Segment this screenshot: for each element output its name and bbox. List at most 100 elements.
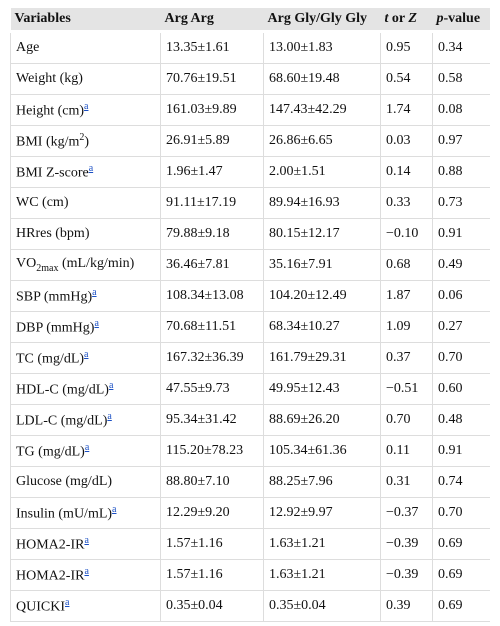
value-cell: 0.91: [432, 435, 490, 467]
header-text: p: [436, 11, 444, 26]
value-cell: 108.34±13.08: [160, 280, 264, 312]
variable-cell: Age: [10, 31, 161, 64]
footnote-link[interactable]: a: [88, 162, 94, 174]
value-cell: 12.29±9.20: [160, 497, 264, 529]
value-cell: 88.69±26.20: [263, 404, 381, 436]
table-row: QUICKIa 0.35±0.04 0.35±0.04 0.39 0.69: [10, 590, 490, 622]
footnote-link[interactable]: a: [84, 534, 89, 546]
value-cell: −0.10: [380, 218, 433, 250]
variable-text: VO: [16, 256, 37, 272]
value-cell: 104.20±12.49: [263, 280, 381, 312]
value-cell: 0.31: [380, 466, 433, 498]
value-cell: 1.63±1.21: [263, 559, 381, 591]
variable-text: TG (mg/dL): [16, 444, 85, 460]
table-row: SBP (mmHg)a 108.34±13.08 104.20±12.49 1.87 0…: [10, 280, 490, 312]
value-cell: 0.27: [432, 311, 490, 343]
value-cell: 115.20±78.23: [160, 435, 264, 467]
footnote-link[interactable]: a: [112, 503, 117, 515]
footnote: a: [109, 380, 113, 391]
value-cell: 79.88±9.18: [160, 218, 264, 250]
value-cell: 95.34±31.42: [160, 404, 264, 436]
footnote-link[interactable]: a: [84, 565, 89, 577]
footnote: a: [65, 597, 69, 608]
variable-cell: VO2max (mL/kg/min): [10, 249, 161, 281]
header-row: Variables Arg Arg Arg Gly/Gly Gly t or Z…: [10, 8, 490, 33]
variable-text: ): [84, 134, 90, 150]
table-row: Height (cm)a 161.03±9.89 147.43±42.29 1.74 0…: [10, 94, 490, 126]
variable-cell: HDL-C (mg/dL)a: [10, 373, 161, 405]
value-cell: 147.43±42.29: [263, 94, 381, 126]
value-cell: 70.68±11.51: [160, 311, 264, 343]
value-cell: 1.74: [380, 94, 433, 126]
table-row: HDL-C (mg/dL)a 47.55±9.73 49.95±12.43 −0.51…: [10, 373, 490, 405]
value-cell: 0.70: [380, 404, 433, 436]
table-row: DBP (mmHg)a 70.68±11.51 68.34±10.27 1.09 0.2…: [10, 311, 490, 343]
table-row: TC (mg/dL)a 167.32±36.39 161.79±29.31 0.37 0…: [10, 342, 490, 374]
value-cell: −0.51: [380, 373, 433, 405]
value-cell: 0.95: [380, 31, 433, 64]
value-cell: 0.35±0.04: [160, 590, 264, 622]
subscript: 2max: [36, 262, 59, 274]
footnote-link[interactable]: a: [107, 410, 112, 422]
value-cell: 0.49: [432, 249, 490, 281]
value-cell: 1.87: [380, 280, 433, 312]
footnote-link[interactable]: a: [84, 100, 89, 112]
variable-cell: BMI (kg/m2): [10, 125, 161, 157]
variable-cell: TG (mg/dL)a: [10, 435, 161, 467]
footnote: a: [84, 101, 88, 112]
footnote-link[interactable]: a: [108, 379, 114, 391]
value-cell: 0.06: [432, 280, 490, 312]
footnote: a: [84, 349, 88, 360]
value-cell: 167.32±36.39: [160, 342, 264, 374]
value-cell: 0.54: [380, 63, 433, 95]
table-row: LDL-C (mg/dL)a 95.34±31.42 88.69±26.20 0.70…: [10, 404, 490, 436]
variable-cell: LDL-C (mg/dL)a: [10, 404, 161, 436]
table-row: HOMA2-IRa 1.57±1.16 1.63±1.21 −0.39 0.69: [10, 528, 490, 560]
value-cell: 0.48: [432, 404, 490, 436]
variable-text: DBP (mmHg): [16, 320, 95, 336]
footnote: a: [112, 504, 116, 515]
value-cell: 0.58: [432, 63, 490, 95]
footnote-link[interactable]: a: [92, 286, 97, 298]
value-cell: 0.91: [432, 218, 490, 250]
value-cell: 88.25±7.96: [263, 466, 381, 498]
value-cell: 0.73: [432, 187, 490, 219]
table-row: WC (cm) 91.11±17.19 89.94±16.93 0.33 0.73: [10, 187, 490, 219]
footnote-link[interactable]: a: [84, 441, 90, 453]
variable-text: HDL-C (mg/dL): [16, 382, 109, 398]
value-cell: 26.86±6.65: [263, 125, 381, 157]
variable-text: HRres (bpm): [16, 226, 90, 241]
header-text: -value: [443, 11, 481, 26]
footnote: a: [94, 318, 98, 329]
footnote-link[interactable]: a: [94, 317, 99, 329]
value-cell: 36.46±7.81: [160, 249, 264, 281]
value-cell: −0.39: [380, 559, 433, 591]
variable-cell: Height (cm)a: [10, 94, 161, 126]
variable-text: BMI Z-score: [16, 165, 89, 181]
value-cell: 0.37: [380, 342, 433, 374]
table-row: Insulin (mU/mL)a 12.29±9.20 12.92±9.97 −0.3…: [10, 497, 490, 529]
value-cell: 68.34±10.27: [263, 311, 381, 343]
table-body: Age 13.35±1.61 13.00±1.83 0.95 0.34 Weight (k…: [10, 31, 490, 622]
value-cell: 68.60±19.48: [263, 63, 381, 95]
value-cell: 70.76±19.51: [160, 63, 264, 95]
value-cell: 1.96±1.47: [160, 156, 264, 188]
footnote-link[interactable]: a: [65, 596, 70, 608]
value-cell: 105.34±61.36: [263, 435, 381, 467]
value-cell: 161.79±29.31: [263, 342, 381, 374]
header-cell: Arg Arg: [160, 8, 264, 33]
value-cell: −0.37: [380, 497, 433, 529]
variable-cell: Glucose (mg/dL): [10, 466, 161, 498]
variable-text: Glucose (mg/dL): [16, 474, 113, 489]
footnote-link[interactable]: a: [84, 348, 89, 360]
variable-text: Height (cm): [16, 103, 85, 119]
value-cell: 1.09: [380, 311, 433, 343]
variable-cell: HOMA2-IRa: [10, 528, 161, 560]
value-cell: 0.74: [432, 466, 490, 498]
table-row: BMI Z-scorea 1.96±1.47 2.00±1.51 0.14 0.88: [10, 156, 490, 188]
footnote: a: [92, 287, 96, 298]
header-text: Z: [408, 11, 417, 26]
variable-text: Age: [16, 40, 40, 55]
variable-text: QUICKI: [16, 599, 65, 615]
variable-text: HOMA2-IR: [16, 568, 85, 584]
